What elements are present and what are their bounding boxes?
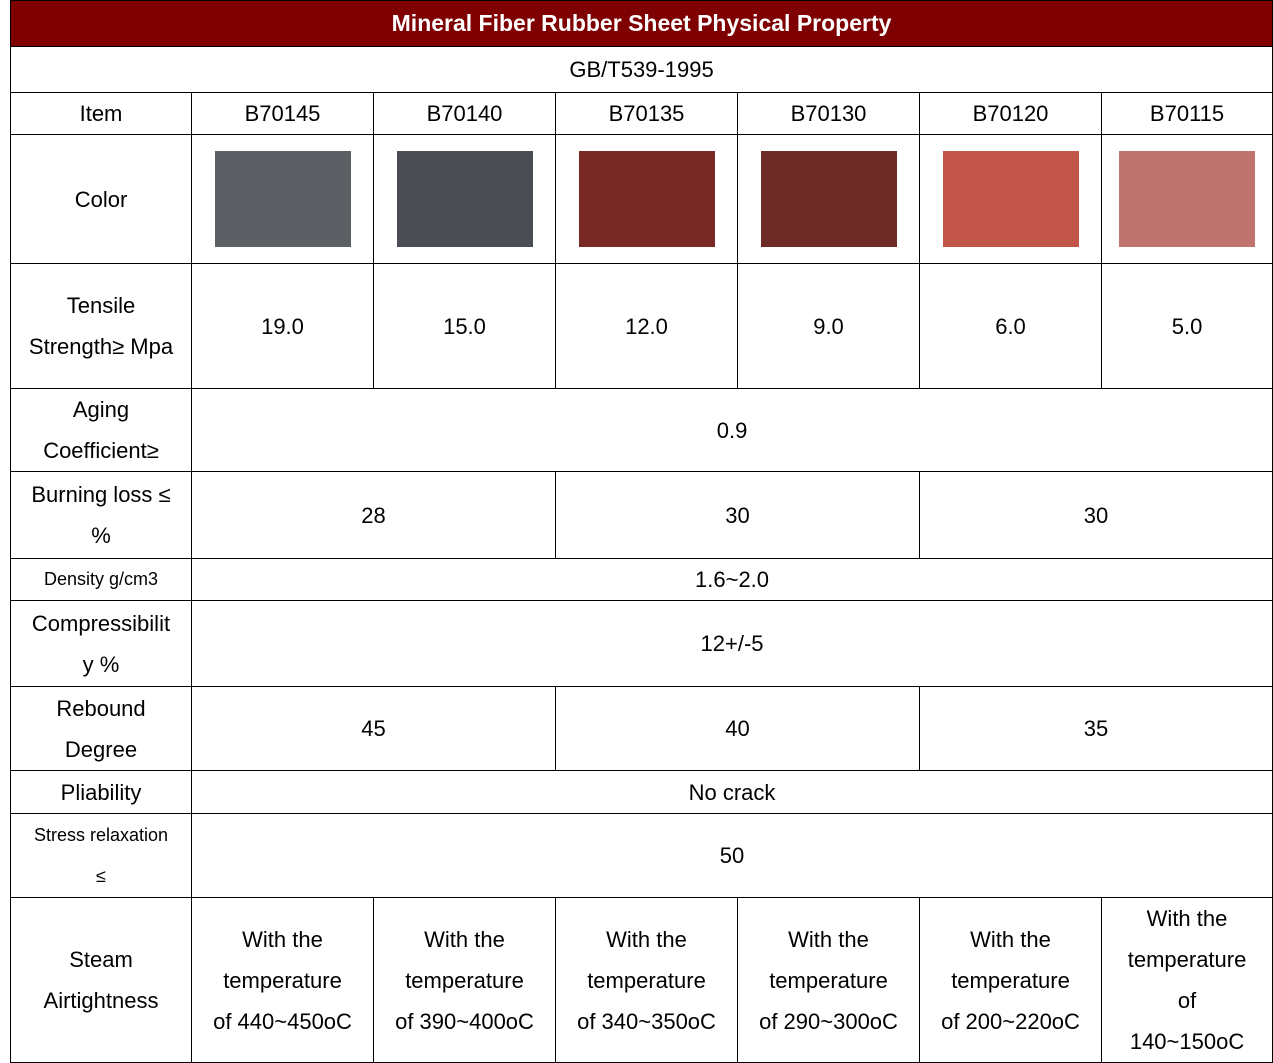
value-cell: 0.9 [192, 389, 1273, 472]
grade-header: B70145 [192, 93, 374, 135]
value-cell: 40 [556, 687, 920, 771]
row-label: Color [11, 135, 192, 264]
value-cell: 30 [920, 472, 1273, 559]
row-label: Density g/cm3 [11, 559, 192, 601]
value-cell: 1.6~2.0 [192, 559, 1273, 601]
page: Mineral Fiber Rubber Sheet Physical Prop… [0, 0, 1273, 1057]
row-label: Aging Coefficient≥ [11, 389, 192, 472]
property-table: Mineral Fiber Rubber Sheet Physical Prop… [10, 0, 1273, 1063]
value-cell: With the temperature of 140~150oC [1102, 898, 1273, 1063]
grade-header: B70135 [556, 93, 738, 135]
item-header: Item [11, 93, 192, 135]
value-cell: 19.0 [192, 264, 374, 389]
row-label: Burning loss ≤ % [11, 472, 192, 559]
swatch-cell [192, 135, 374, 264]
color-swatch [1119, 151, 1255, 247]
table-body: Mineral Fiber Rubber Sheet Physical Prop… [11, 1, 1273, 1063]
color-swatch [579, 151, 715, 247]
value-cell: 45 [192, 687, 556, 771]
color-swatch [943, 151, 1079, 247]
value-cell: 15.0 [374, 264, 556, 389]
row-label: Pliability [11, 771, 192, 814]
row-label: Tensile Strength≥ Mpa [11, 264, 192, 389]
swatch-cell [1102, 135, 1273, 264]
value-cell: 5.0 [1102, 264, 1273, 389]
value-cell: 30 [556, 472, 920, 559]
value-cell: 12.0 [556, 264, 738, 389]
swatch-cell [738, 135, 920, 264]
swatch-cell [374, 135, 556, 264]
property-row: Compressibility %12+/-5 [11, 601, 1273, 687]
grade-header: B70130 [738, 93, 920, 135]
standard: GB/T539-1995 [11, 47, 1273, 93]
table-title: Mineral Fiber Rubber Sheet Physical Prop… [11, 1, 1273, 47]
row-label: Steam Airtightness [11, 898, 192, 1063]
value-cell: 12+/-5 [192, 601, 1273, 687]
value-cell: With the temperature of 290~300oC [738, 898, 920, 1063]
swatch-cell [556, 135, 738, 264]
value-cell: With the temperature of 200~220oC [920, 898, 1102, 1063]
value-cell: No crack [192, 771, 1273, 814]
color-row: Color [11, 135, 1273, 264]
value-cell: 6.0 [920, 264, 1102, 389]
row-label: Stress relaxation ≤ [11, 814, 192, 898]
value-cell: 28 [192, 472, 556, 559]
grade-header: B70140 [374, 93, 556, 135]
grade-header: B70115 [1102, 93, 1273, 135]
row-label: Compressibility % [11, 601, 192, 687]
color-swatch [215, 151, 351, 247]
color-swatch [761, 151, 897, 247]
swatch-cell [920, 135, 1102, 264]
value-cell: 50 [192, 814, 1273, 898]
property-row: Aging Coefficient≥0.9 [11, 389, 1273, 472]
value-cell: 35 [920, 687, 1273, 771]
row-label: Rebound Degree [11, 687, 192, 771]
value-cell: 9.0 [738, 264, 920, 389]
value-cell: With the temperature of 440~450oC [192, 898, 374, 1063]
value-cell: With the temperature of 340~350oC [556, 898, 738, 1063]
grade-header: B70120 [920, 93, 1102, 135]
color-swatch [397, 151, 533, 247]
value-cell: With the temperature of 390~400oC [374, 898, 556, 1063]
property-row: Stress relaxation ≤50 [11, 814, 1273, 898]
